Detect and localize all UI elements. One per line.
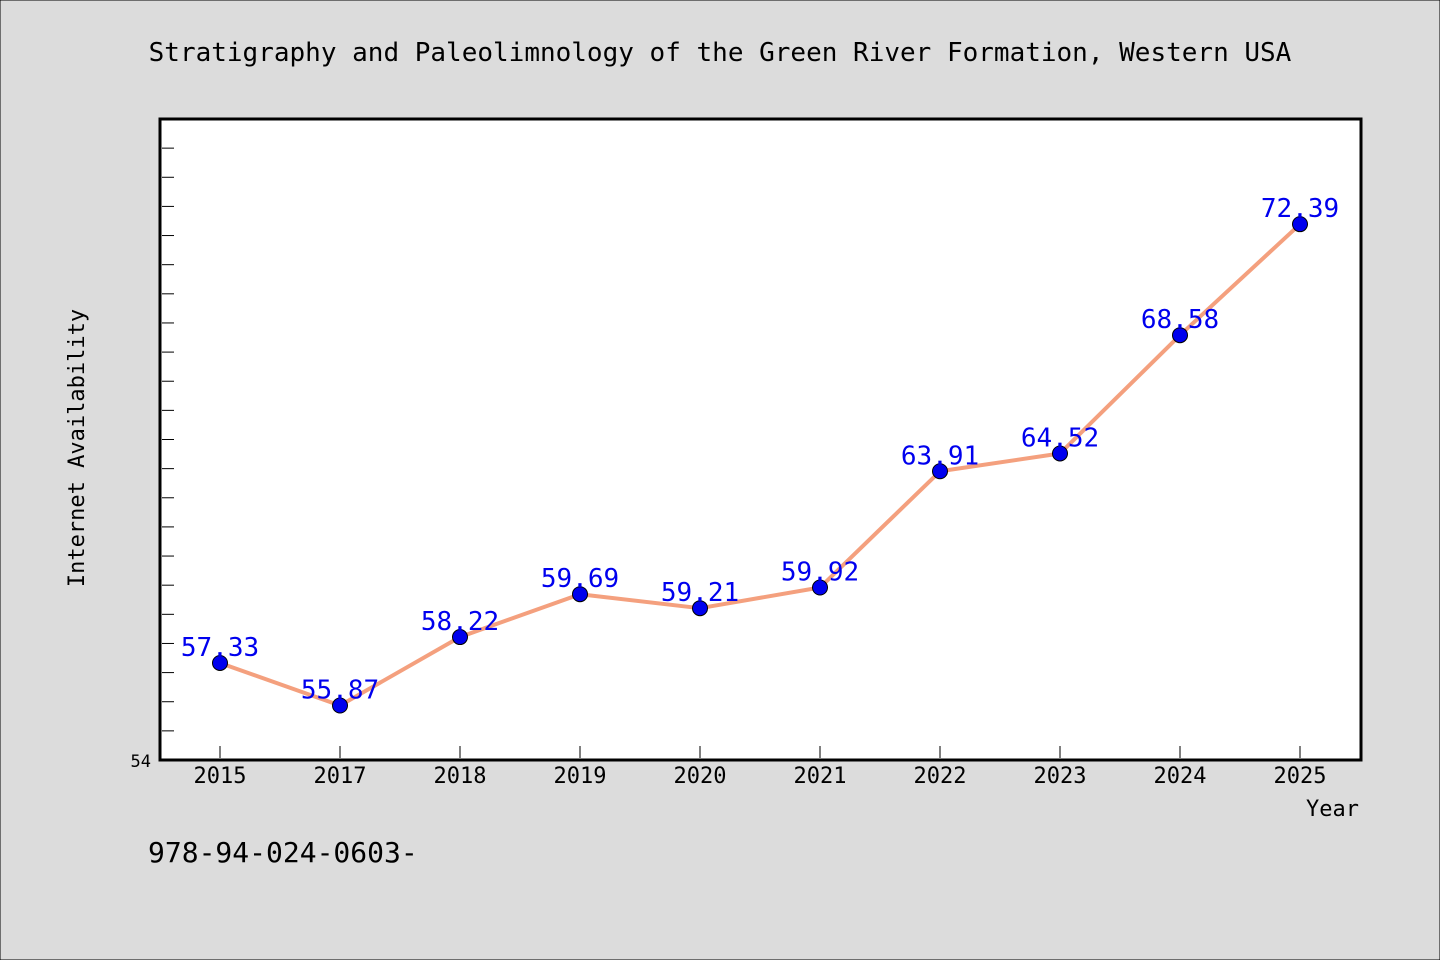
x-axis-ticks: 2015 2017 2018 2019 2020 2021 2022 2023 2024 2025 [194,746,1327,789]
data-label: 55.87 [301,676,379,706]
data-label: 59.92 [781,558,859,588]
y-tick-label-min: 54 [131,752,151,772]
data-point-marker [212,654,228,671]
data-point-marker [1292,216,1308,233]
chart-title: Stratigraphy and Paleolimnology of the G… [149,38,1292,68]
data-label: 57.33 [181,633,259,663]
data-label: 68.58 [1141,305,1219,335]
data-point-marker [1052,445,1068,462]
y-axis-ticks [162,147,174,732]
data-point-marker [812,579,828,596]
plot-area [158,117,1363,762]
data-point-marker [332,697,348,714]
data-label: 58.22 [421,607,499,637]
data-label: 59.69 [541,564,619,594]
x-tick-label: 2020 [674,764,727,789]
x-axis-label: Year [1306,797,1359,822]
data-label: 72.39 [1261,194,1339,224]
data-point-marker [1172,327,1188,344]
data-point-marker [572,586,588,603]
x-tick-label: 2021 [794,764,847,789]
footer-isbn: 978-94-024-0603- [148,836,418,869]
x-tick-label: 2024 [1154,764,1207,789]
data-label: 59.21 [661,578,739,608]
data-point-marker [932,463,948,480]
y-axis-label: Internet Availability [65,309,90,587]
data-point-marker [692,600,708,617]
x-tick-label: 2025 [1274,764,1327,789]
data-label: 63.91 [901,441,979,471]
data-point-marker [452,629,468,646]
series-line [219,222,1302,708]
x-tick-label: 2015 [194,764,247,789]
x-tick-label: 2017 [314,764,367,789]
x-tick-label: 2022 [914,764,967,789]
data-labels-group: 57.33 55.87 58.22 59.69 59.21 59.92 63.91 64.52… [181,194,1339,705]
series-line-group [212,216,1308,714]
data-label: 64.52 [1021,423,1099,453]
x-tick-label: 2018 [434,764,487,789]
x-tick-label: 2019 [554,764,607,789]
x-tick-label: 2023 [1034,764,1087,789]
